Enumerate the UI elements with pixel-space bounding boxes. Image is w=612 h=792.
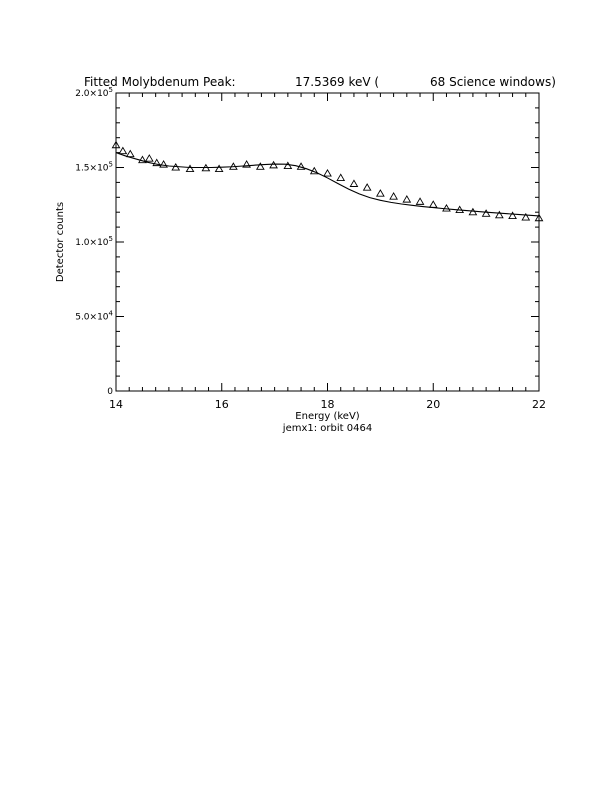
x-tick-label: 20 bbox=[426, 398, 440, 411]
data-point bbox=[534, 213, 544, 222]
data-point bbox=[428, 200, 438, 208]
data-point bbox=[118, 146, 128, 155]
data-point bbox=[242, 160, 251, 168]
data-point bbox=[201, 163, 211, 172]
y-tick-label: 1.0×105 bbox=[75, 235, 113, 248]
data-point bbox=[362, 183, 372, 191]
fit-curve-group bbox=[115, 152, 540, 217]
data-point bbox=[159, 160, 168, 168]
x-tick-label: 16 bbox=[215, 398, 229, 411]
x-tick-label: 18 bbox=[321, 398, 335, 411]
chart-subtitle: jemx1: orbit 0464 bbox=[282, 423, 372, 434]
data-points-group bbox=[111, 140, 544, 222]
data-point bbox=[402, 195, 412, 203]
data-point bbox=[468, 207, 478, 216]
data-point bbox=[152, 158, 162, 167]
y-tick-label: 5.0×104 bbox=[75, 310, 113, 323]
data-point bbox=[508, 211, 517, 219]
data-point bbox=[481, 209, 491, 217]
data-point bbox=[144, 154, 154, 162]
x-tick-label: 14 bbox=[109, 398, 123, 411]
data-point bbox=[494, 210, 504, 219]
y-tick-label: 0 bbox=[107, 387, 113, 397]
y-tick-label: 2.0×105 bbox=[75, 86, 113, 99]
data-point bbox=[229, 162, 238, 170]
data-point bbox=[185, 164, 195, 173]
x-axis-label: Energy (keV) bbox=[295, 411, 360, 422]
data-point bbox=[442, 203, 451, 212]
data-point bbox=[171, 163, 181, 171]
data-point bbox=[323, 168, 332, 177]
y-tick-label: 1.5×105 bbox=[75, 161, 113, 174]
data-point bbox=[214, 164, 224, 173]
data-point bbox=[455, 205, 465, 214]
x-tick-label: 22 bbox=[532, 398, 546, 411]
chart-title-energy: 17.5369 keV ( bbox=[295, 75, 379, 89]
data-point bbox=[138, 155, 147, 164]
y-axis-label: Detector counts bbox=[55, 202, 66, 282]
data-point bbox=[415, 197, 425, 205]
data-point bbox=[269, 160, 278, 169]
data-point bbox=[336, 173, 346, 181]
data-point bbox=[349, 179, 359, 187]
plot-frame bbox=[115, 92, 540, 392]
data-point bbox=[296, 162, 306, 170]
fit-curve bbox=[115, 152, 540, 217]
data-point bbox=[283, 161, 293, 170]
data-point bbox=[111, 140, 121, 149]
axes: 14 16 18 20 22 0 5.0×104 1.0×105 1.5×105 2.0×105 bbox=[75, 86, 546, 411]
data-point bbox=[125, 149, 135, 158]
data-point bbox=[521, 212, 531, 221]
data-point bbox=[389, 192, 398, 200]
chart-title-windows: 68 Science windows) bbox=[430, 75, 556, 89]
data-point bbox=[375, 189, 385, 197]
data-point bbox=[309, 166, 319, 175]
chart-title-prefix: Fitted Molybdenum Peak: bbox=[84, 75, 236, 89]
data-point bbox=[255, 162, 265, 170]
